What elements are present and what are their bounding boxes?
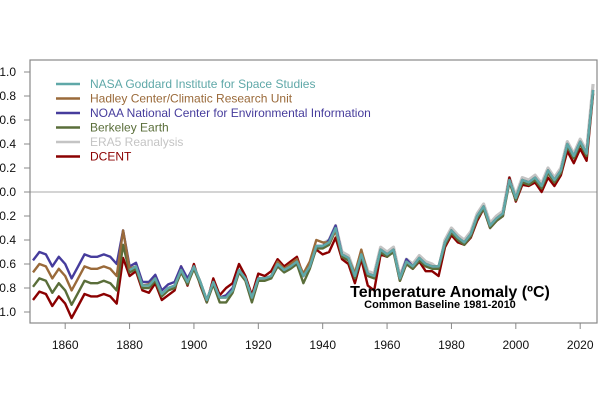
y-tick-label: 0.0 — [0, 185, 16, 199]
y-tick-label: 0.2 — [0, 161, 16, 175]
y-axis: 1.0 0.8 0.6 0.4 0.2 0.0 -0.2 -0.4 -0.6 -0.8 -1.0 — [0, 65, 30, 319]
series-lines — [32, 83, 595, 320]
legend-label-berkeley-earth: Berkeley Earth — [90, 121, 169, 135]
legend-label-nasa-goddard-institute-for-space-studies: NASA Goddard Institute for Space Studies — [90, 77, 315, 91]
x-axis: 1860 1880 1900 1920 1940 1960 1980 2000 2020 — [52, 323, 594, 352]
y-tick-label: -0.2 — [0, 209, 16, 223]
y-tick-label: -0.8 — [0, 281, 16, 295]
legend-label-hadley-center-climatic-research-unit: Hadley Center/Climatic Research Unit — [90, 92, 293, 106]
y-tick-label: 0.8 — [0, 89, 16, 103]
x-tick-label: 1920 — [245, 338, 272, 352]
x-tick-label: 1980 — [438, 338, 465, 352]
plot-frame — [29, 59, 598, 324]
x-tick-label: 1900 — [181, 338, 208, 352]
y-tick-label: -0.6 — [0, 257, 16, 271]
chart-subtitle: Common Baseline 1981-2010 — [364, 299, 516, 311]
chart-title: Temperature Anomaly (ºC) — [350, 284, 550, 301]
y-tick-label: -1.0 — [0, 305, 16, 319]
x-tick-label: 1880 — [116, 338, 143, 352]
y-tick-label: -0.4 — [0, 233, 16, 247]
legend-label-dcent: DCENT — [90, 150, 132, 164]
x-tick-label: 1960 — [374, 338, 401, 352]
legend-label-era5-reanalysis: ERA5 Reanalysis — [90, 135, 183, 149]
x-tick-label: 2020 — [567, 338, 594, 352]
series-line-nasa-goddard-institute-for-space-studies — [129, 89, 595, 302]
legend: NASA Goddard Institute for Space Studies… — [56, 77, 371, 164]
x-tick-label: 1860 — [52, 338, 79, 352]
x-tick-label: 1940 — [309, 338, 336, 352]
y-tick-label: 1.0 — [0, 65, 16, 79]
y-tick-label: 0.4 — [0, 137, 16, 151]
y-tick-label: 0.6 — [0, 113, 16, 127]
legend-label-noaa-national-center-for-environmental-information: NOAA National Center for Environmental I… — [90, 106, 371, 120]
x-tick-label: 2000 — [502, 338, 529, 352]
